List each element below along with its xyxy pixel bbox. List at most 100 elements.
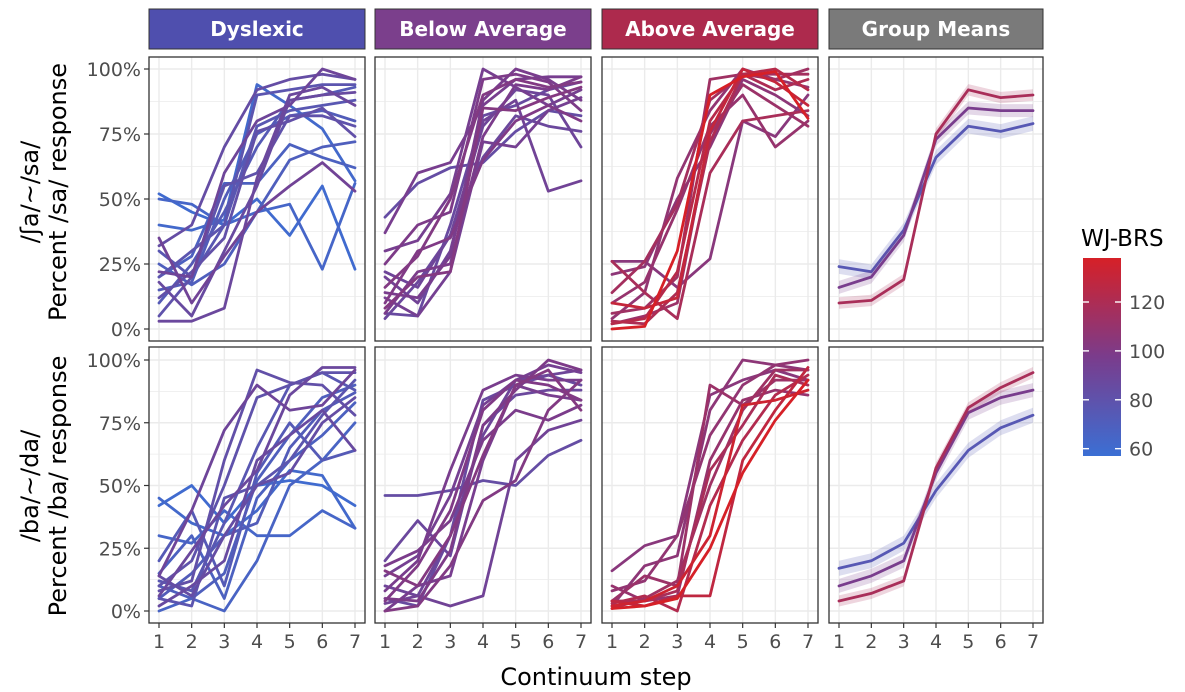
x-tick-label: 5 xyxy=(284,631,296,653)
series-line xyxy=(383,358,583,603)
series-line xyxy=(837,88,1035,305)
x-tick-label: 4 xyxy=(704,631,716,653)
panel-r1-c1 xyxy=(148,56,366,342)
x-axis-title: Continuum step xyxy=(500,663,691,691)
series-line xyxy=(383,438,583,497)
series-ci-band xyxy=(839,84,1033,309)
series-line xyxy=(157,401,357,600)
x-tick-label: 1 xyxy=(379,631,391,653)
series-line xyxy=(157,91,357,318)
series-line xyxy=(610,67,810,310)
strip-dyslexic: Dyslexic xyxy=(148,8,366,50)
series-line xyxy=(610,378,810,610)
x-tick-label: 2 xyxy=(412,631,424,653)
x-tick-label: 6 xyxy=(316,631,328,653)
strip-below-average: Below Average xyxy=(374,8,592,50)
series-line xyxy=(157,368,357,593)
series-line xyxy=(157,106,357,300)
colorbar-legend: WJ-BRS 60 80 100 120 xyxy=(1081,226,1165,461)
panel-border xyxy=(828,56,1044,342)
panel-r1-c3 xyxy=(601,56,819,342)
legend-title: WJ-BRS xyxy=(1081,226,1164,252)
x-tick-label: 7 xyxy=(802,631,814,653)
strip-label: Above Average xyxy=(625,17,795,41)
x-tick-label: 6 xyxy=(995,631,1007,653)
panel-r2-c1 xyxy=(148,346,366,624)
panel-r1-c2 xyxy=(374,56,592,342)
series-line xyxy=(383,403,583,568)
series-line xyxy=(157,368,357,578)
series-line xyxy=(157,184,357,271)
y-axis-title-line1: /ba/~/da/ xyxy=(16,429,44,542)
series-line xyxy=(610,109,810,321)
y-tick-label: 75% xyxy=(99,124,141,146)
x-tick-label: 3 xyxy=(898,631,910,653)
series-line xyxy=(383,373,583,593)
plot-panels xyxy=(148,56,1044,624)
series-line xyxy=(157,383,357,600)
x-tick-label: 4 xyxy=(251,631,263,653)
x-tick-label: 2 xyxy=(639,631,651,653)
panel-r1-c4 xyxy=(828,56,1044,342)
y-tick-label: 75% xyxy=(99,413,141,435)
x-tick-label: 6 xyxy=(769,631,781,653)
series-line xyxy=(157,371,357,588)
series-line xyxy=(157,366,357,598)
panel-border xyxy=(601,56,819,342)
x-tick-label: 2 xyxy=(865,631,877,653)
x-tick-label: 5 xyxy=(737,631,749,653)
series-line xyxy=(610,388,810,608)
strip-label: Group Means xyxy=(862,17,1011,41)
x-tick-label: 3 xyxy=(444,631,456,653)
series-line xyxy=(837,371,1035,603)
x-tick-label: 1 xyxy=(606,631,618,653)
y-axis-title-row-1: /ʃa/~/sa/ Percent /sa/ response xyxy=(16,63,72,321)
x-tick-label: 4 xyxy=(477,631,489,653)
series-line xyxy=(383,67,583,300)
panel-r2-c4 xyxy=(828,346,1044,624)
series-line xyxy=(157,67,357,279)
series-line xyxy=(157,85,357,323)
series-line xyxy=(383,104,583,305)
series-line xyxy=(610,70,810,331)
series-line xyxy=(610,373,810,613)
series-ci-band xyxy=(839,116,1033,280)
series-line xyxy=(157,509,357,545)
y-tick-label: 0% xyxy=(111,319,141,341)
series-line xyxy=(383,75,583,315)
x-tick-label: 3 xyxy=(218,631,230,653)
x-tick-label: 5 xyxy=(962,631,974,653)
series-line xyxy=(383,378,583,603)
colorbar-tick-label: 80 xyxy=(1129,390,1153,412)
panel-r2-c2 xyxy=(374,346,592,624)
y-tick-label: 100% xyxy=(87,59,141,81)
y-tick-label: 25% xyxy=(99,538,141,560)
panel-r2-c3 xyxy=(601,346,819,624)
facet-strips: Dyslexic Below Average Above Average Gro… xyxy=(148,8,1044,50)
series-line xyxy=(383,378,583,613)
colorbar-tick-label: 120 xyxy=(1129,292,1165,314)
series-line xyxy=(383,72,583,266)
series-line xyxy=(610,378,810,603)
x-tick-label: 5 xyxy=(510,631,522,653)
series-line xyxy=(157,468,357,538)
series-line xyxy=(383,114,583,321)
x-tick-label: 2 xyxy=(186,631,198,653)
strip-above-average: Above Average xyxy=(601,8,819,50)
y-axis-title-row-2: /ba/~/da/ Percent /ba/ response xyxy=(16,356,72,617)
series-line xyxy=(610,368,810,610)
series-line xyxy=(157,83,357,279)
panel-border xyxy=(374,56,592,342)
series-line xyxy=(383,418,583,608)
series-line xyxy=(383,98,583,305)
colorbar-tick-label: 60 xyxy=(1129,439,1153,461)
y-axis-title-line1: /ʃa/~/sa/ xyxy=(16,140,44,243)
y-tick-label: 50% xyxy=(99,476,141,498)
series-line xyxy=(157,408,357,608)
colorbar-ticks: 60 80 100 120 xyxy=(1083,292,1165,461)
series-line xyxy=(837,413,1035,570)
x-tick-label: 1 xyxy=(153,631,165,653)
series-line xyxy=(157,396,357,598)
strip-label: Below Average xyxy=(399,17,566,41)
